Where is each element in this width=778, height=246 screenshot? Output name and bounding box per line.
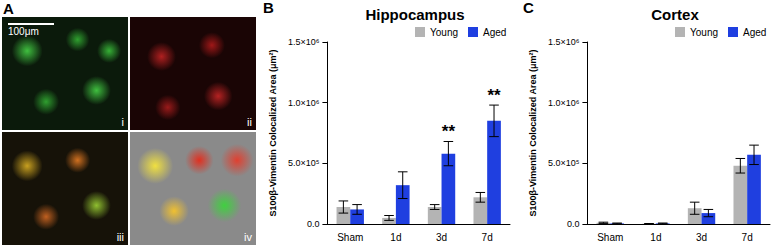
svg-text:1d: 1d (650, 232, 661, 243)
svg-text:Young: Young (690, 27, 718, 38)
html-text:100μm: 100μm (8, 26, 39, 37)
svg-text:Aged: Aged (743, 27, 766, 38)
svg-text:5.0×10⁵: 5.0×10⁵ (548, 158, 580, 168)
svg-text:0.0: 0.0 (567, 219, 580, 229)
svg-text:1.0×10⁶: 1.0×10⁶ (288, 98, 320, 108)
svg-text:S100β-Vimentin Colocalized Are: S100β-Vimentin Colocalized Area (μm²) (268, 49, 278, 216)
html-text:ii: ii (247, 116, 252, 128)
html-text:A: A (3, 0, 14, 17)
svg-text:Sham: Sham (597, 232, 623, 243)
svg-text:1d: 1d (390, 232, 401, 243)
html-text:iii: iii (116, 231, 124, 243)
svg-text:C: C (523, 0, 534, 16)
svg-text:1.0×10⁶: 1.0×10⁶ (548, 98, 580, 108)
svg-text:**: ** (487, 86, 501, 105)
svg-text:7d: 7d (742, 232, 753, 243)
svg-text:B: B (263, 0, 274, 16)
svg-text:Cortex: Cortex (651, 6, 699, 23)
svg-text:S100β-Vimentin Colocalized Are: S100β-Vimentin Colocalized Area (μm²) (528, 49, 538, 216)
svg-text:3d: 3d (696, 232, 707, 243)
svg-text:3d: 3d (436, 232, 447, 243)
svg-text:1.5×10⁶: 1.5×10⁶ (548, 37, 580, 47)
svg-text:Aged: Aged (483, 27, 506, 38)
svg-text:5.0×10⁵: 5.0×10⁵ (288, 158, 320, 168)
svg-text:1.5×10⁶: 1.5×10⁶ (288, 37, 320, 47)
svg-text:**: ** (442, 122, 456, 141)
svg-text:Sham: Sham (337, 232, 363, 243)
svg-text:7d: 7d (482, 232, 493, 243)
svg-text:Hippocampus: Hippocampus (365, 6, 464, 23)
svg-text:0.0: 0.0 (307, 219, 320, 229)
html-text:i: i (121, 116, 124, 128)
svg-text:Young: Young (430, 27, 458, 38)
html-text:iv: iv (244, 231, 252, 243)
